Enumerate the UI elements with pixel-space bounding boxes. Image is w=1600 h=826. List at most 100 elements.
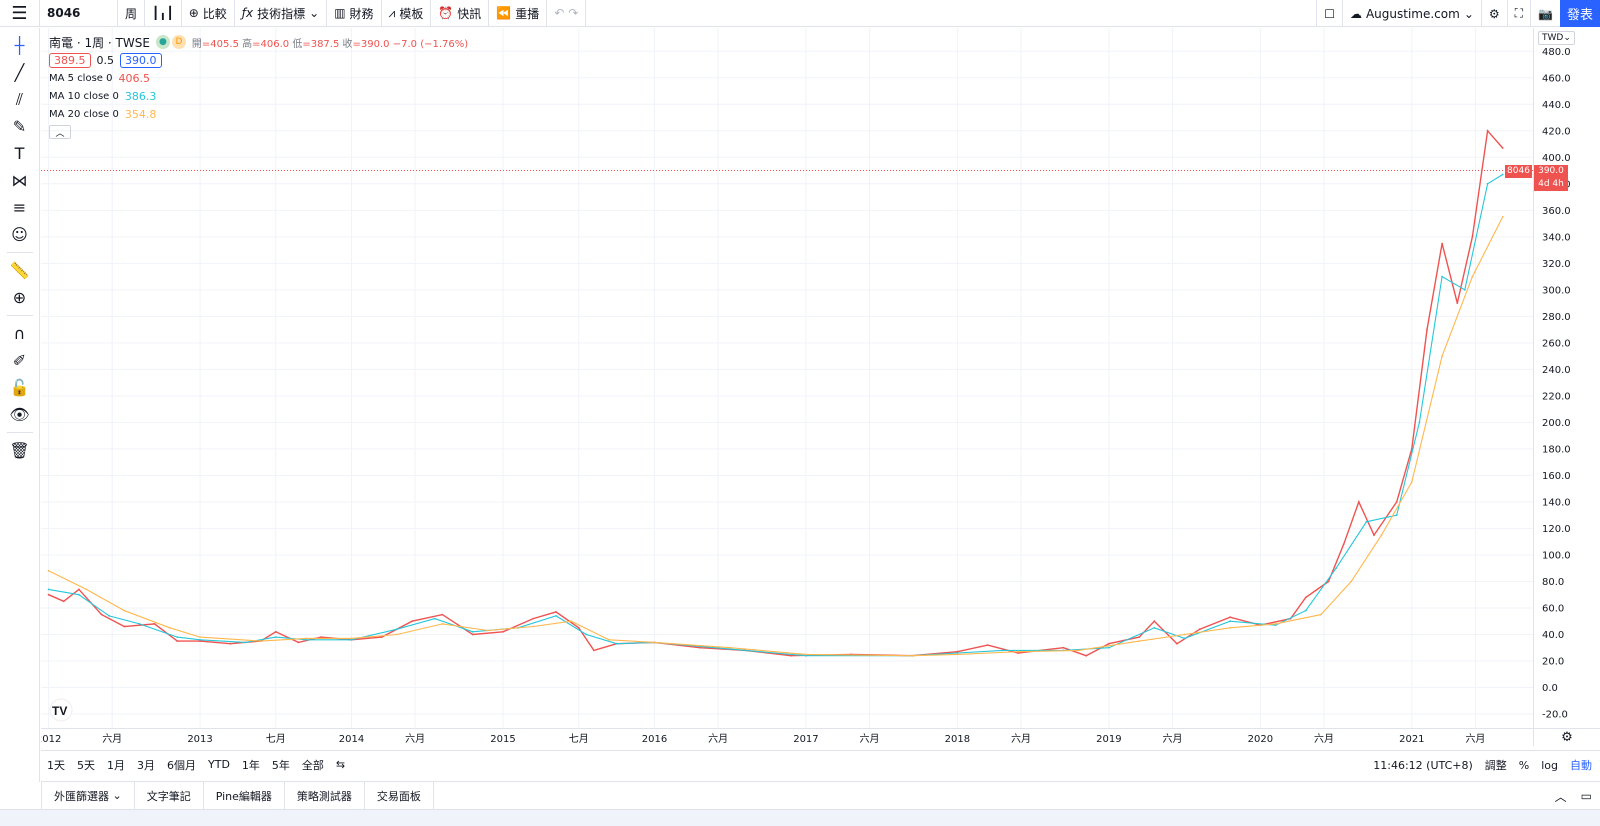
series-line-3 bbox=[48, 216, 1504, 657]
replay-button[interactable]: ⏪ 重播 bbox=[489, 0, 548, 27]
currency-selector[interactable]: TWD⌄ bbox=[1538, 31, 1575, 45]
tab-text-notes[interactable]: 文字筆記 bbox=[135, 781, 204, 810]
series-2-point-14 bbox=[555, 615, 557, 617]
undo-button[interactable]: ↶ ↷ bbox=[547, 0, 587, 27]
ma5-row[interactable]: MA 5 close 0 406.5 bbox=[49, 69, 468, 87]
series-2-point-24 bbox=[1108, 646, 1110, 649]
fullscreen-button[interactable]: ⛶ bbox=[1506, 0, 1530, 27]
symbol-search[interactable]: 8046 bbox=[40, 0, 118, 27]
price-tick-17: 140.0 bbox=[1542, 497, 1571, 508]
tab-strategy-tester[interactable]: 策略測試器 bbox=[285, 781, 365, 810]
tab-trading-panel[interactable]: 交易面板 bbox=[365, 781, 434, 810]
chevron-down-icon: ⌄ bbox=[1563, 33, 1571, 43]
goto-date-icon[interactable]: ⇆ bbox=[335, 758, 346, 771]
settings-button[interactable]: ⚙ bbox=[1480, 0, 1507, 27]
price-tick-3: 420.0 bbox=[1542, 126, 1571, 137]
bid-ask-row: 389.5 0.5 390.0 bbox=[49, 51, 468, 69]
series-1-point-30 bbox=[956, 650, 959, 653]
eye-icon[interactable]: 👁 bbox=[9, 405, 30, 424]
time-tick-11: 六月 bbox=[860, 733, 880, 745]
market-open-dot: ● bbox=[155, 35, 170, 49]
prediction-tool-icon[interactable]: ≡ bbox=[12, 198, 27, 217]
brush-icon[interactable]: ✎ bbox=[12, 117, 27, 136]
zoom-in-icon[interactable]: ⊕ bbox=[12, 288, 27, 307]
series-3-point-10 bbox=[486, 629, 489, 632]
range-3m[interactable]: 3月 bbox=[137, 758, 155, 772]
tab-forex-screener-label: 外匯篩選器 bbox=[54, 789, 109, 803]
financials-button[interactable]: ▥ 財務 bbox=[327, 0, 382, 27]
top-right-tools: ☐ ☁ Augustime.com ⌄ ⚙ ⛶ 📷 bbox=[1316, 0, 1560, 27]
text-tool-icon[interactable]: T bbox=[14, 144, 25, 163]
publish-button[interactable]: 發表 bbox=[1560, 0, 1600, 27]
log-toggle[interactable]: log bbox=[1541, 758, 1558, 772]
clock-time[interactable]: 11:46:12 (UTC+8) bbox=[1373, 758, 1473, 772]
percent-toggle[interactable]: % bbox=[1518, 758, 1530, 772]
fib-tool-icon[interactable]: ⫽ bbox=[15, 89, 24, 109]
series-1-point-12 bbox=[320, 636, 323, 638]
price-axis[interactable]: 480.0460.0440.0420.0400.0380.0360.0340.0… bbox=[1533, 28, 1600, 746]
range-1d[interactable]: 1天 bbox=[47, 758, 65, 772]
chart-type-button[interactable]: ┃╻┃ bbox=[145, 0, 182, 27]
range-ytd[interactable]: YTD bbox=[208, 758, 230, 771]
auto-scale-toggle[interactable]: 自動 bbox=[1570, 759, 1592, 772]
symbol-title[interactable]: 南電 · 1周 · TWSE bbox=[49, 35, 150, 50]
ask-price[interactable]: 390.0 bbox=[120, 52, 162, 68]
menu-icon[interactable]: ☰ bbox=[0, 0, 40, 27]
series-3-point-29 bbox=[1441, 355, 1443, 357]
time-tick-2: 2013 bbox=[187, 734, 212, 745]
range-1y[interactable]: 1年 bbox=[241, 758, 260, 772]
bottom-panel-tabs: 外匯篩選器 ⌄ 文字筆記 Pine編輯器 策略測試器 交易面板 ︿ ▭ bbox=[41, 781, 1600, 810]
emoji-icon[interactable]: ☺ bbox=[11, 225, 28, 244]
axis-settings-button[interactable]: ⚙ bbox=[1533, 728, 1600, 746]
series-3-point-11 bbox=[532, 625, 535, 628]
range-all[interactable]: 全部 bbox=[301, 758, 324, 772]
lock-icon[interactable]: 🔓 bbox=[9, 378, 30, 397]
trend-line-icon[interactable]: ╱ bbox=[14, 63, 25, 82]
series-3-point-17 bbox=[911, 654, 913, 657]
price-tick-8: 320.0 bbox=[1542, 259, 1571, 270]
range-1m[interactable]: 1月 bbox=[107, 758, 125, 772]
range-5y[interactable]: 5年 bbox=[271, 758, 290, 772]
cloud-layout-button[interactable]: ☁ Augustime.com ⌄ bbox=[1341, 0, 1481, 27]
price-chart[interactable]: TV bbox=[41, 28, 1533, 728]
series-1-point-25 bbox=[699, 646, 701, 649]
pattern-tool-icon[interactable]: ⋈ bbox=[11, 171, 28, 190]
range-5d[interactable]: 5天 bbox=[77, 758, 95, 772]
compare-button[interactable]: ⊕ 比較 bbox=[182, 0, 235, 27]
ma20-row[interactable]: MA 20 close 0 354.8 bbox=[49, 105, 468, 123]
bid-price[interactable]: 389.5 bbox=[49, 52, 91, 68]
snapshot-button[interactable]: 📷 bbox=[1530, 0, 1560, 27]
series-line-1 bbox=[48, 129, 1504, 657]
tab-pine-editor[interactable]: Pine編輯器 bbox=[204, 781, 285, 810]
price-tick-18: 120.0 bbox=[1542, 524, 1571, 535]
stay-drawing-icon[interactable]: ✐ bbox=[12, 351, 27, 370]
layout-button[interactable]: ☐ bbox=[1316, 0, 1342, 27]
range-6m[interactable]: 6個月 bbox=[167, 758, 196, 772]
series-3-point-26 bbox=[1350, 580, 1353, 583]
templates-button[interactable]: ⩘ 模板 bbox=[382, 0, 432, 27]
series-3-point-7 bbox=[350, 637, 353, 640]
interval-button[interactable]: 周 bbox=[118, 0, 146, 27]
ruler-icon[interactable]: 📏 bbox=[9, 261, 30, 280]
tab-pine-editor-label: Pine編輯器 bbox=[215, 789, 272, 803]
ma10-row[interactable]: MA 10 close 0 386.3 bbox=[49, 87, 468, 105]
series-3-point-18 bbox=[956, 653, 959, 656]
time-tick-14: 2019 bbox=[1096, 734, 1121, 745]
series-2-point-21 bbox=[956, 652, 959, 654]
chevron-up-icon[interactable]: ︿ bbox=[1554, 789, 1567, 804]
time-axis[interactable]: 2012 六月 2013 七月 2014 六月 2015 七月 2016 六月 2017 六月 2018… bbox=[36, 728, 1533, 746]
alert-button[interactable]: ⏰ 快訊 bbox=[431, 0, 490, 27]
collapse-legend-button[interactable]: ︿ bbox=[49, 125, 71, 139]
magnet-icon[interactable]: ∩ bbox=[13, 324, 26, 343]
alarm-clock-icon: ⏰ bbox=[438, 6, 454, 20]
indicators-button[interactable]: ƒx 技術指標 ⌄ bbox=[235, 0, 328, 27]
tab-forex-screener[interactable]: 外匯篩選器 ⌄ bbox=[41, 781, 135, 810]
tradingview-logo: TV bbox=[49, 698, 73, 722]
maximize-panel-icon[interactable]: ▭ bbox=[1580, 789, 1592, 803]
adjust-toggle[interactable]: 調整 bbox=[1484, 759, 1507, 772]
price-tick-12: 240.0 bbox=[1542, 365, 1571, 376]
crosshair-icon[interactable]: ┼ bbox=[14, 36, 25, 55]
trash-icon[interactable]: 🗑 bbox=[9, 441, 30, 460]
series-1-point-31 bbox=[986, 644, 989, 646]
redo-icon[interactable]: ↷ bbox=[568, 6, 579, 20]
